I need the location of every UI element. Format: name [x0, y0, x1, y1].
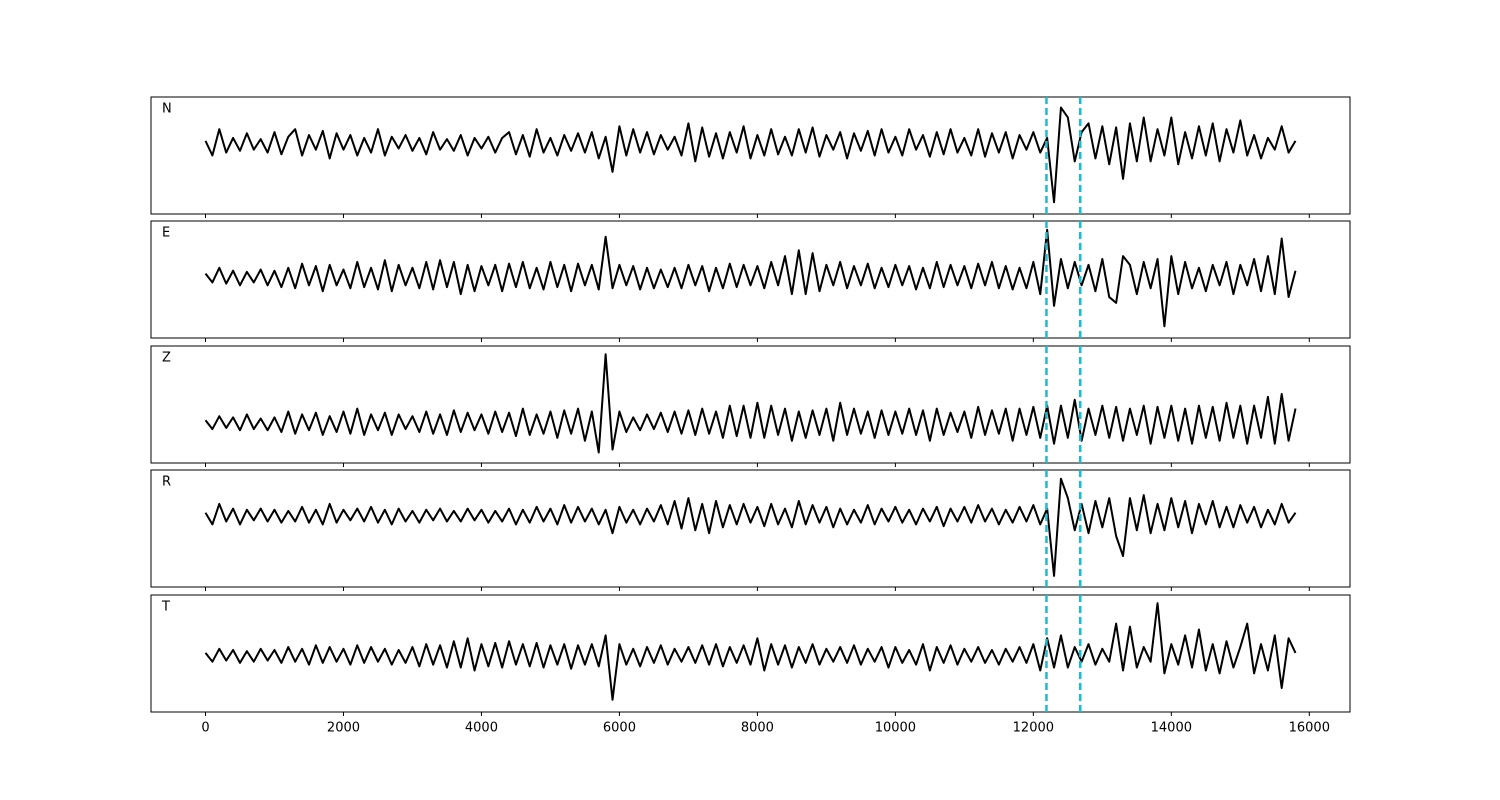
trace — [204, 106, 1297, 204]
x-tick-label: 14000 — [1151, 721, 1192, 736]
trace — [204, 353, 1297, 454]
panel-frame — [150, 96, 1351, 215]
x-tick-label: 16000 — [1289, 721, 1330, 736]
x-tick-label: 6000 — [603, 721, 636, 736]
trace — [204, 228, 1297, 328]
trace — [204, 477, 1297, 577]
panel-frame — [150, 220, 1351, 339]
panel-label: Z — [162, 351, 171, 366]
panel-frame — [150, 345, 1351, 464]
x-tick-label: 2000 — [327, 721, 360, 736]
x-tick-label: 4000 — [465, 721, 498, 736]
panel-frame — [150, 469, 1351, 588]
x-tick-label: 10000 — [875, 721, 916, 736]
panel-label: N — [162, 102, 172, 117]
panel-frame — [150, 594, 1351, 713]
x-tick-label: 0 — [201, 721, 209, 736]
trace — [204, 602, 1297, 701]
panel-label: T — [161, 600, 170, 615]
x-tick-label: 8000 — [741, 721, 774, 736]
x-tick-label: 12000 — [1013, 721, 1054, 736]
panel-label: R — [162, 475, 171, 490]
panel-label: E — [162, 226, 170, 241]
